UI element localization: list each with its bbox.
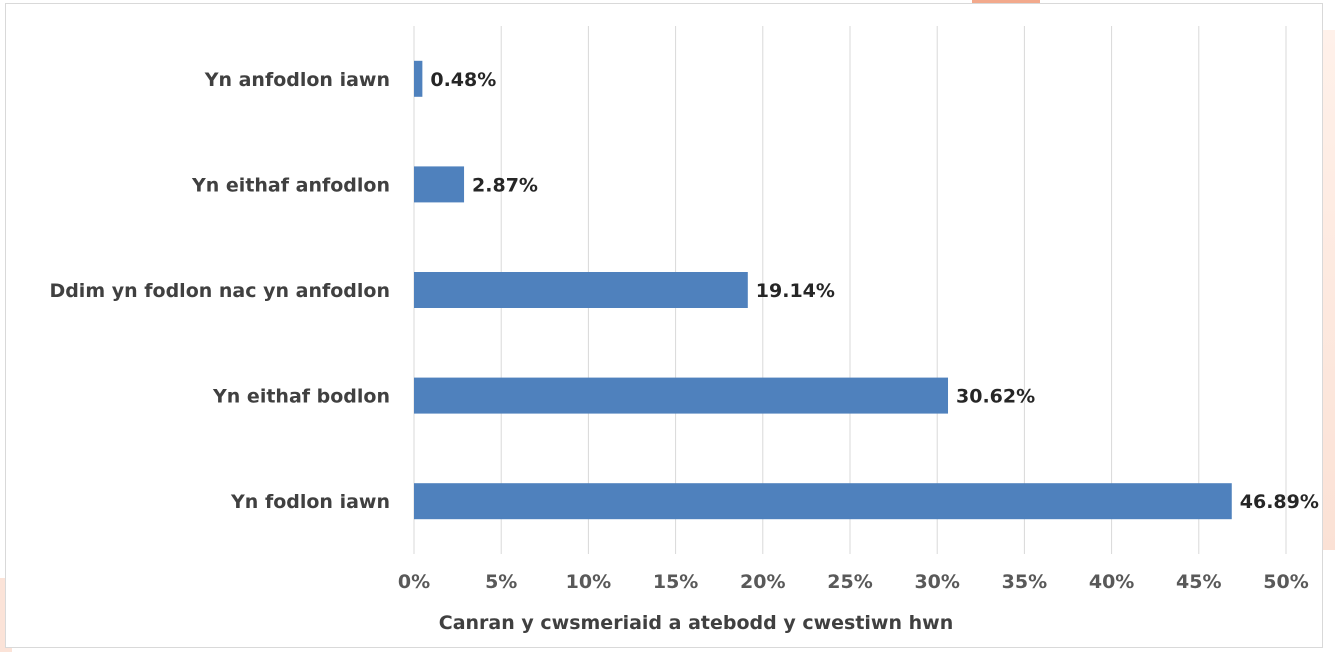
x-tick-label: 15% [653,571,698,593]
data-label: 19.14% [756,280,835,302]
x-tick-label: 5% [485,571,517,593]
category-label: Ddim yn fodlon nac yn anfodlon [49,280,390,302]
bar [414,166,465,203]
x-tick-labels: 0% 5% 10% 15% 20% 25% 30% 35% 40% 45% 50% [398,571,1309,593]
data-label: 0.48% [430,69,496,91]
data-label: 30.62% [956,386,1035,408]
category-label: Yn fodlon iawn [230,491,390,513]
bar [414,60,423,97]
category-label: Yn eithaf anfodlon [191,174,390,196]
decorative-right-band [1322,30,1335,550]
bar [414,483,1232,520]
bar [414,377,949,414]
x-tick-label: 10% [566,571,611,593]
bar-chart: Yn anfodlon iawn Yn eithaf anfodlon Ddim y… [49,26,1319,634]
x-tick-label: 35% [1002,571,1047,593]
x-tick-label: 0% [398,571,430,593]
data-label: 46.89% [1240,491,1319,513]
x-tick-label: 50% [1263,571,1308,593]
bar [414,272,748,308]
x-axis-title: Canran y cwsmeriaid a atebodd y cwestiwn… [439,612,953,634]
chart-frame: Yn anfodlon iawn Yn eithaf anfodlon Ddim y… [5,3,1323,648]
category-label: Yn anfodlon iawn [204,69,390,91]
x-tick-label: 45% [1176,571,1221,593]
x-tick-label: 25% [827,571,872,593]
x-tick-label: 20% [740,571,785,593]
category-label: Yn eithaf bodlon [212,386,390,408]
category-labels: Yn anfodlon iawn Yn eithaf anfodlon Ddim y… [49,69,390,513]
value-labels: 0.48% 2.87% 19.14% 30.62% 46.89% [430,69,1319,513]
data-label: 2.87% [472,174,538,196]
x-tick-label: 30% [914,571,959,593]
x-tick-label: 40% [1089,571,1134,593]
bars [414,60,1232,520]
